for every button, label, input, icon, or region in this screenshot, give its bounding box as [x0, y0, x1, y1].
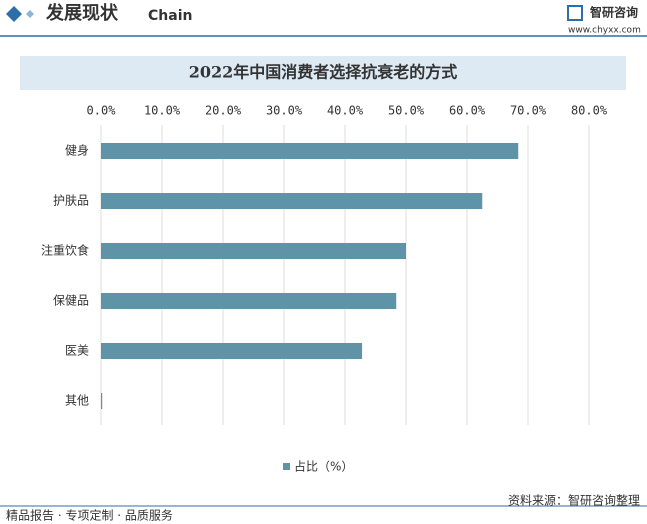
bar: [101, 143, 519, 159]
bar: [101, 393, 103, 409]
footer-source: 资料来源：智研咨询整理: [508, 493, 640, 508]
header-url: www.chyxx.com: [568, 26, 641, 36]
legend-swatch: [283, 463, 290, 470]
y-tick-label: 健身: [65, 143, 89, 158]
y-tick-label: 注重饮食: [41, 243, 89, 258]
x-tick-label: 0.0%: [87, 104, 117, 118]
x-tick-label: 60.0%: [449, 104, 486, 118]
legend-label: 占比（%）: [294, 459, 353, 474]
title-band: [20, 56, 626, 90]
y-tick-label: 护肤品: [53, 193, 89, 208]
bar: [101, 293, 397, 309]
header-title: 发展现状: [45, 2, 119, 24]
header-subtitle: Chain: [148, 8, 192, 24]
header-icon: [26, 10, 34, 18]
bar: [101, 343, 363, 359]
header-icon: [6, 6, 22, 22]
y-tick-label: 其他: [65, 394, 89, 408]
footer-left: 精品报告 · 专项定制 · 品质服务: [6, 508, 173, 523]
x-tick-label: 30.0%: [266, 104, 303, 118]
x-tick-label: 40.0%: [327, 104, 364, 118]
chart-title: 2022年中国消费者选择抗衰老的方式: [189, 63, 458, 82]
y-tick-label: 医美: [65, 344, 89, 358]
bar: [101, 193, 483, 209]
bar: [101, 243, 406, 259]
plot: 0.0% 10.0% 20.0% 30.0% 40.0% 50.0% 60.0% 70.0% 8…: [41, 104, 608, 474]
x-tick-label: 50.0%: [388, 104, 425, 118]
y-tick-label: 保健品: [53, 294, 89, 308]
x-tick-label: 20.0%: [205, 104, 242, 118]
x-tick-label: 80.0%: [571, 104, 608, 118]
header-brand: 智研咨询: [589, 5, 638, 20]
logo-icon: [567, 5, 583, 21]
x-tick-label: 10.0%: [144, 104, 181, 118]
x-tick-label: 70.0%: [510, 104, 547, 118]
